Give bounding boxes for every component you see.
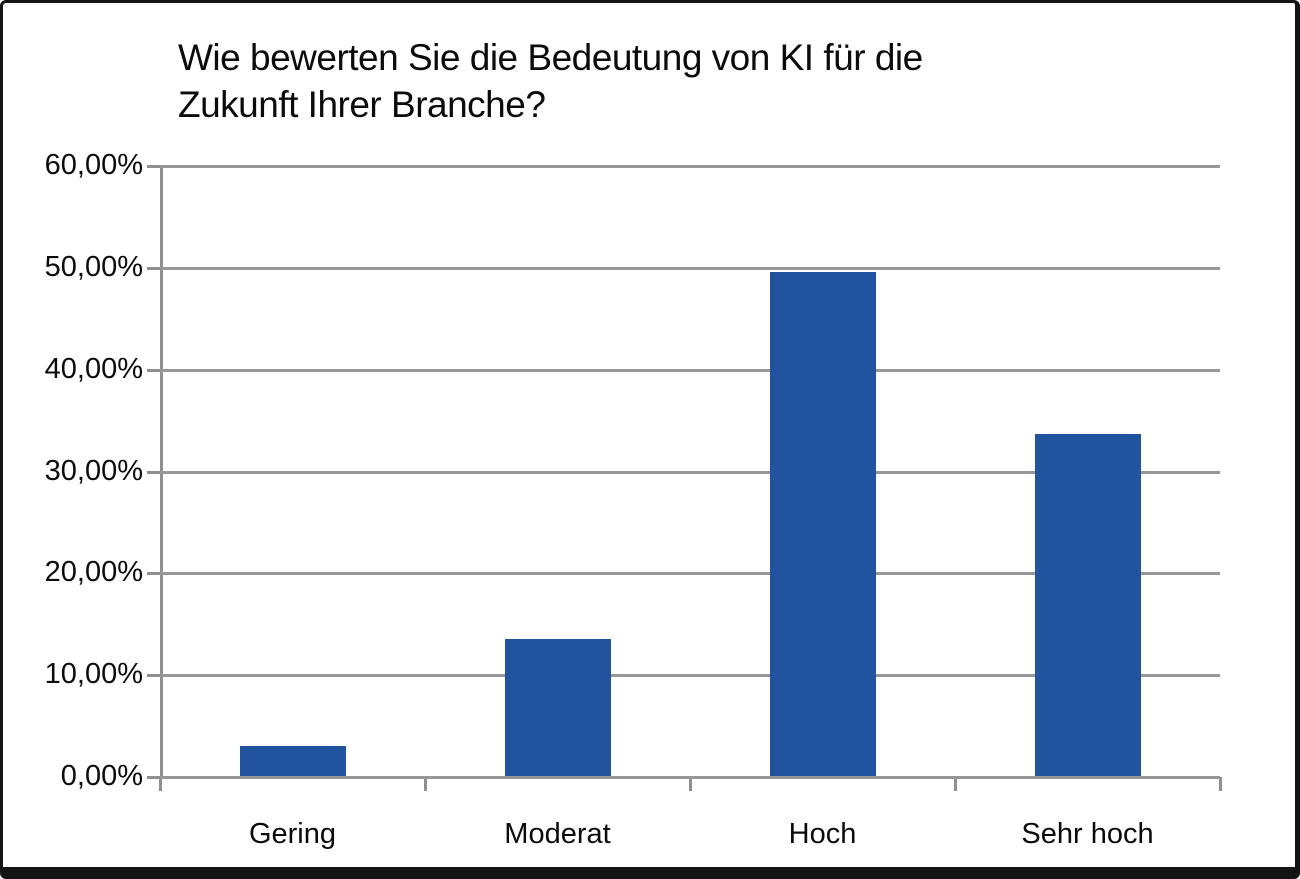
y-axis-tick	[147, 470, 160, 474]
y-axis-tick	[147, 165, 160, 168]
y-axis-tick-label: 40,00%	[44, 352, 143, 385]
gridline	[160, 674, 1220, 678]
gridline	[160, 572, 1220, 576]
x-axis-tick	[689, 777, 692, 791]
y-axis-tick	[147, 674, 160, 678]
gridline	[160, 266, 1220, 270]
gridline	[160, 470, 1220, 474]
gridline	[160, 165, 1220, 168]
x-axis-tick	[1219, 777, 1222, 791]
x-axis-category-label: Hoch	[788, 818, 857, 850]
y-axis-tick-label: 50,00%	[44, 250, 143, 283]
x-axis-category-label: Moderat	[504, 818, 611, 850]
chart-title-line-2: Zukunft Ihrer Branche?	[178, 84, 546, 125]
bar-moderat	[504, 638, 611, 777]
x-axis-line	[160, 776, 1220, 779]
bar-gering	[239, 746, 346, 777]
y-axis-tick-label: 10,00%	[44, 658, 143, 691]
x-axis-category-label: Gering	[248, 818, 337, 850]
y-axis-tick	[147, 368, 160, 372]
gridline	[160, 368, 1220, 372]
x-axis-category-label: Sehr hoch	[1021, 818, 1154, 850]
bar-hoch	[769, 271, 876, 777]
chart-title: Wie bewerten Sie die Bedeutung von KI fü…	[178, 34, 1078, 128]
x-axis-tick	[954, 777, 957, 791]
y-axis-tick-label: 20,00%	[44, 556, 143, 589]
x-axis-tick	[159, 777, 162, 791]
y-axis-tick-label: 0,00%	[60, 760, 143, 792]
y-axis-tick	[147, 266, 160, 270]
bar-sehr-hoch	[1034, 433, 1141, 777]
y-axis-tick	[147, 572, 160, 576]
x-axis-tick	[424, 777, 427, 791]
y-axis-tick	[147, 776, 160, 779]
y-axis-tick-label: 60,00%	[44, 149, 143, 181]
y-axis-tick-label: 30,00%	[44, 454, 143, 487]
chart-title-line-1: Wie bewerten Sie die Bedeutung von KI fü…	[178, 37, 923, 78]
